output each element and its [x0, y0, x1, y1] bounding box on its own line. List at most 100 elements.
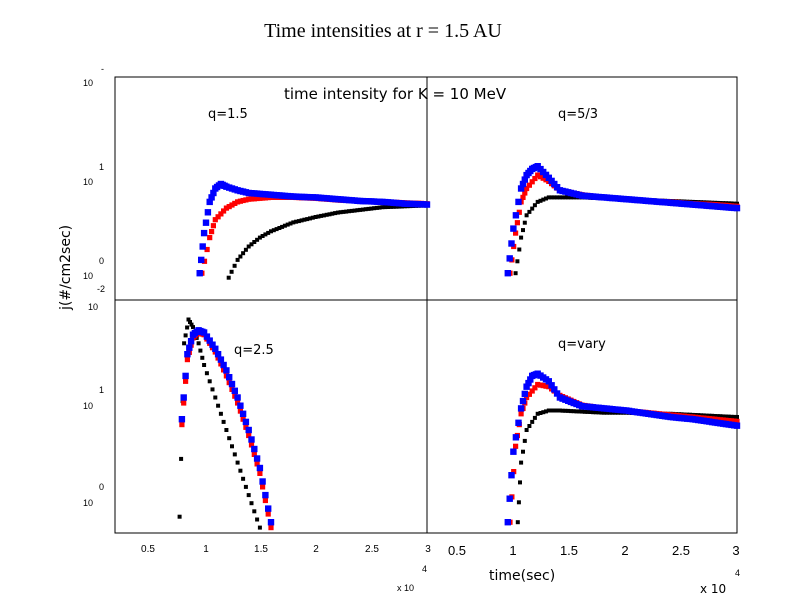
- y-tick-bottom-top-base: 10: [88, 302, 98, 312]
- marker-red-panel3: [183, 378, 189, 384]
- marker-blue-panel3: [200, 329, 208, 336]
- marker-black-panel3: [188, 320, 192, 324]
- marker-black-panel1: [308, 216, 312, 221]
- y-axis-label: j(#/cm2sec): [58, 225, 74, 311]
- marker-black-panel4: [701, 413, 706, 418]
- marker-red-panel2: [535, 172, 541, 178]
- marker-black-panel1: [335, 210, 340, 215]
- marker-blue-panel3: [184, 351, 191, 358]
- y-tick-10e1-base: 10: [83, 177, 93, 187]
- marker-blue-panel1: [196, 270, 203, 277]
- marker-black-panel3: [224, 428, 229, 432]
- marker-black-panel1: [321, 213, 326, 218]
- marker-red-panel2: [524, 185, 530, 192]
- marker-black-panel3: [210, 387, 215, 392]
- marker-black-panel4: [535, 411, 540, 416]
- marker-red-panel1: [243, 197, 249, 203]
- marker-blue-panel1: [206, 198, 213, 206]
- marker-black-panel1: [394, 204, 399, 209]
- marker-red-panel4: [535, 381, 541, 388]
- marker-blue-panel4: [510, 448, 517, 455]
- marker-black-panel4: [560, 408, 565, 413]
- panel-q3-frame: [114, 299, 428, 534]
- marker-red-panel4: [513, 443, 519, 449]
- marker-black-panel2: [538, 198, 543, 203]
- marker-red-panel2: [513, 230, 519, 236]
- marker-blue-panel4: [545, 378, 552, 385]
- marker-blue-panel3: [259, 478, 266, 485]
- marker-red-panel3: [257, 470, 263, 476]
- marker-black-panel4: [549, 408, 554, 413]
- marker-black-panel1: [366, 206, 371, 211]
- marker-blue-panel2: [512, 212, 520, 219]
- marker-red-panel1: [240, 197, 246, 204]
- marker-black-panel1: [388, 204, 393, 209]
- marker-blue-panel2: [510, 225, 517, 232]
- x-multiplier-right-exp: 4: [735, 568, 740, 578]
- marker-black-panel3: [241, 476, 246, 481]
- marker-red-panel1: [248, 196, 255, 202]
- marker-black-panel3: [216, 403, 221, 408]
- marker-blue-panel3: [178, 416, 186, 423]
- marker-black-panel4: [574, 409, 579, 414]
- marker-blue-panel1: [199, 243, 206, 250]
- marker-black-panel4: [588, 410, 593, 414]
- marker-blue-panel2: [504, 270, 511, 277]
- marker-black-panel1: [246, 244, 251, 249]
- marker-black-panel1: [363, 207, 368, 212]
- marker-blue-panel3: [228, 380, 236, 388]
- marker-black-panel1: [358, 207, 363, 212]
- marker-black-panel1: [383, 205, 388, 210]
- marker-black-panel1: [341, 209, 346, 214]
- marker-black-panel4: [518, 480, 522, 485]
- marker-black-panel4: [604, 410, 609, 415]
- marker-black-panel2: [566, 195, 571, 200]
- marker-black-panel3: [230, 444, 234, 449]
- marker-red-panel1: [262, 195, 268, 201]
- marker-black-panel1: [344, 209, 349, 214]
- marker-black-panel4: [704, 413, 709, 418]
- marker-red-panel1: [226, 204, 232, 210]
- marker-black-panel1: [377, 205, 382, 210]
- marker-red-panel3: [262, 497, 268, 504]
- marker-black-panel1: [243, 247, 248, 252]
- marker-black-panel1: [294, 219, 299, 224]
- marker-red-panel1: [235, 199, 241, 205]
- y-tick-bottom-10e0-base: 10: [83, 498, 93, 508]
- x-tick-left-3: 2: [313, 544, 319, 555]
- marker-red-panel1: [251, 196, 257, 202]
- marker-black-panel2: [521, 228, 525, 233]
- marker-blue-panel4: [504, 519, 511, 526]
- marker-red-panel3: [248, 442, 255, 448]
- marker-blue-panel2: [733, 204, 741, 212]
- marker-red-panel3: [268, 525, 274, 531]
- x-multiplier-left-exp: 4: [422, 564, 427, 574]
- x-tick-left-2: 1.5: [254, 544, 268, 555]
- marker-blue-panel4: [519, 397, 527, 405]
- marker-blue-panel3: [242, 418, 250, 426]
- marker-red-panel2: [540, 175, 546, 181]
- marker-blue-panel3: [239, 410, 247, 417]
- page-title: Time intensities at r = 1.5 AU: [264, 20, 502, 42]
- marker-black-panel1: [360, 207, 365, 212]
- marker-black-panel1: [249, 242, 254, 247]
- marker-black-panel4: [552, 408, 557, 413]
- marker-red-panel2: [514, 220, 520, 226]
- marker-black-panel1: [288, 221, 293, 226]
- marker-black-panel4: [566, 408, 571, 413]
- marker-red-panel2: [537, 174, 544, 180]
- marker-red-panel3: [265, 511, 271, 517]
- marker-black-panel4: [527, 424, 532, 428]
- marker-black-panel1: [372, 206, 377, 211]
- marker-black-panel4: [591, 410, 596, 415]
- marker-black-panel1: [299, 218, 304, 223]
- panel-q1-frame: [114, 76, 428, 301]
- marker-blue-panel3: [248, 436, 255, 443]
- x-tick-left-4: 2.5: [365, 544, 379, 555]
- marker-black-panel1: [380, 205, 385, 210]
- marker-red-panel4: [720, 417, 726, 423]
- marker-red-panel2: [532, 175, 538, 182]
- marker-black-panel3: [182, 341, 187, 346]
- marker-black-panel2: [530, 206, 535, 211]
